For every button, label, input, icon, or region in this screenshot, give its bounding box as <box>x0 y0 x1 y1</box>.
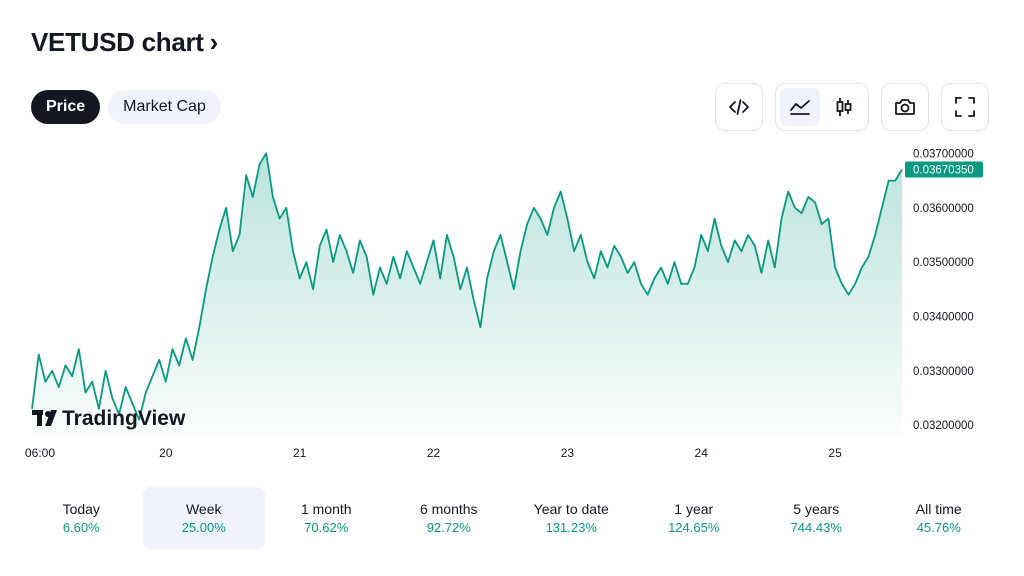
code-icon <box>729 99 749 115</box>
y-tick-label: 0.03500000 <box>913 257 974 269</box>
chart-toolbar <box>715 83 989 131</box>
y-tick-label: 0.03300000 <box>913 366 974 378</box>
price-area-fill <box>32 153 902 436</box>
period-5-years[interactable]: 5 years 744.43% <box>755 487 878 549</box>
period-label: 1 month <box>300 501 352 517</box>
candles-style-button[interactable] <box>824 88 864 126</box>
y-tick-label: 0.03200000 <box>913 420 974 432</box>
period-label: Year to date <box>533 501 609 517</box>
y-axis: 0.03700000 0.03600000 0.03500000 0.03400000… <box>913 148 974 432</box>
candlestick-icon <box>836 98 852 116</box>
x-tick-label: 25 <box>828 446 842 460</box>
period-label: All time <box>915 501 962 517</box>
x-tick-label: 06:00 <box>25 446 55 460</box>
tradingview-logo-icon <box>32 410 57 426</box>
period-label: 6 months <box>419 501 478 517</box>
period-change: 6.60% <box>62 520 100 535</box>
chevron-right-icon: › <box>209 27 219 57</box>
period-6-months[interactable]: 6 months 92.72% <box>388 487 511 549</box>
period-change: 25.00% <box>181 520 226 535</box>
last-price-marker: 0.03670350 <box>905 161 983 178</box>
snapshot-button[interactable] <box>881 83 929 131</box>
period-label: Today <box>62 501 100 517</box>
camera-icon <box>895 99 915 115</box>
area-style-button[interactable] <box>780 88 820 126</box>
period-1-month[interactable]: 1 month 70.62% <box>265 487 388 549</box>
period-change: 45.76% <box>916 520 961 535</box>
period-change: 92.72% <box>426 520 471 535</box>
period-year-to-date[interactable]: Year to date 131.23% <box>510 487 633 549</box>
tradingview-watermark: TradingView <box>32 407 186 430</box>
period-1-year[interactable]: 1 year 124.65% <box>633 487 756 549</box>
period-change: 744.43% <box>790 520 842 535</box>
embed-button[interactable] <box>715 83 763 131</box>
area-chart-icon <box>790 100 810 115</box>
fullscreen-button[interactable] <box>941 83 989 131</box>
period-all-time[interactable]: All time 45.76% <box>878 487 1001 549</box>
y-tick-label: 0.03400000 <box>913 311 974 323</box>
price-line <box>31 152 903 421</box>
watermark-text: TradingView <box>62 407 186 430</box>
y-tick-label: 0.03600000 <box>913 203 974 215</box>
x-tick-label: 20 <box>159 446 173 460</box>
x-axis: 06:00 20 21 22 23 24 25 <box>25 446 842 460</box>
page-title[interactable]: VETUSD chart › <box>31 27 218 58</box>
fullscreen-icon <box>955 97 975 117</box>
period-selector: Today 6.60% Week 25.00% 1 month 70.62% 6… <box>20 487 1000 549</box>
period-week[interactable]: Week 25.00% <box>142 487 265 549</box>
chart-title: VETUSD chart <box>31 27 204 57</box>
chart-style-toggle <box>775 83 869 131</box>
y-tick-label: 0.03700000 <box>913 148 974 160</box>
x-tick-label: 22 <box>427 446 441 460</box>
period-change: 124.65% <box>668 520 720 535</box>
x-tick-label: 21 <box>293 446 307 460</box>
period-today[interactable]: Today 6.60% <box>20 487 143 549</box>
x-tick-label: 23 <box>561 446 575 460</box>
x-tick-label: 24 <box>695 446 709 460</box>
last-price-label: 0.03670350 <box>913 165 974 177</box>
period-change: 70.62% <box>304 520 349 535</box>
chart-type-tabs: Price Market Cap <box>31 90 221 124</box>
price-chart[interactable]: 0.03700000 0.03600000 0.03500000 0.03400000… <box>0 140 1024 470</box>
period-label: Week <box>185 501 222 517</box>
period-label: 1 year <box>674 501 714 517</box>
period-change: 131.23% <box>545 520 597 535</box>
period-label: 5 years <box>793 501 840 517</box>
tab-price[interactable]: Price <box>31 90 101 124</box>
tab-market-cap[interactable]: Market Cap <box>108 90 221 124</box>
